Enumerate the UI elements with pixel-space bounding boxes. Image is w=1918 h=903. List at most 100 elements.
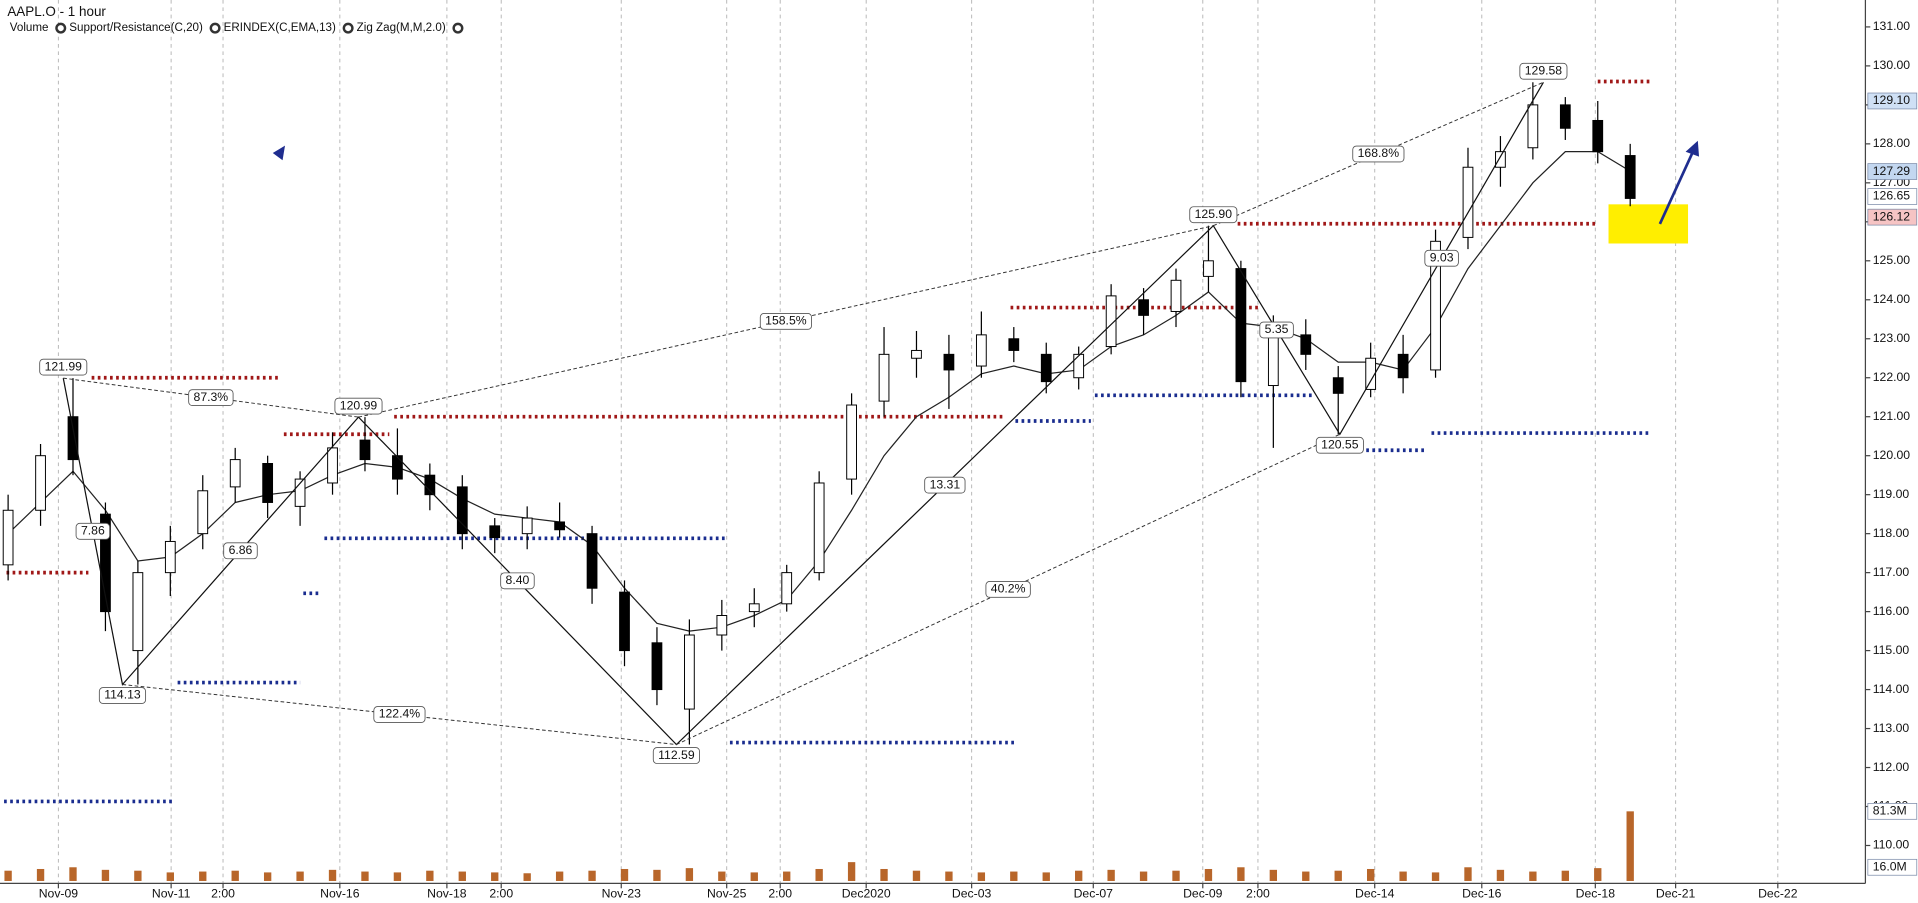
candle-body <box>359 439 371 461</box>
volume-bar <box>426 870 434 881</box>
price-marker-label: 127.29 <box>1873 164 1911 178</box>
y-tick-label: 131.00 <box>1873 19 1911 33</box>
swing-label-group: 7.86 <box>75 522 111 540</box>
volume-bar <box>685 868 694 881</box>
candle-body <box>521 517 533 535</box>
y-tick-label: 121.00 <box>1873 409 1911 423</box>
price-marker-label: 129.10 <box>1873 93 1911 107</box>
swing-label-group: 13.31 <box>924 476 966 494</box>
y-tick-label: 118.00 <box>1873 526 1910 540</box>
candle-body <box>1592 119 1604 153</box>
x-tick-label: Dec-18 <box>1576 887 1616 901</box>
volume-bar <box>945 871 953 881</box>
x-tick-label: Nov-23 <box>602 887 642 901</box>
volume-bar <box>69 867 77 881</box>
candle-body <box>67 416 79 461</box>
candle-body <box>1008 338 1020 351</box>
volume-bar <box>620 868 629 881</box>
candle-body <box>294 478 306 507</box>
volume-bar <box>653 869 661 881</box>
volume-marker <box>1867 803 1918 820</box>
volume-bar <box>166 872 174 881</box>
y-tick-label: 120.00 <box>1873 448 1911 462</box>
swing-label: 7.86 <box>81 524 105 538</box>
pivot-box <box>652 747 700 764</box>
candle-body <box>2 509 14 566</box>
candle-body <box>1527 104 1539 149</box>
pivot-group: 112.59 <box>652 747 700 764</box>
ratio-label: 158.5% <box>765 314 807 328</box>
x-tick-label: Dec-14 <box>1355 887 1395 901</box>
pivot-group: 120.55 <box>1315 436 1364 454</box>
x-tick-label: Nov-09 <box>39 887 79 901</box>
ratio-label-group: 168.8% <box>1352 145 1405 163</box>
volume-bar <box>912 870 921 881</box>
candle-body <box>1267 330 1279 387</box>
candle-body <box>1105 295 1117 348</box>
arrow-head <box>1685 140 1700 157</box>
volume-bar <box>1269 869 1278 881</box>
y-tick-label: 125.00 <box>1873 253 1911 267</box>
candle-body <box>1203 260 1214 277</box>
volume-bar <box>1496 869 1505 881</box>
x-tick-label: Nov-11 <box>152 887 191 901</box>
volume-bar <box>1302 871 1310 881</box>
ratio-label-box <box>985 581 1031 598</box>
gear-icon <box>452 22 464 34</box>
price-marker <box>1867 92 1918 110</box>
candle-body <box>262 463 274 503</box>
candle-body <box>1235 268 1247 383</box>
swing-label: 9.03 <box>1430 250 1454 264</box>
candle-body <box>1332 377 1344 394</box>
drawing-marker <box>272 145 286 161</box>
x-tick-label: Nov-18 <box>427 887 467 901</box>
candle-body <box>1495 151 1506 168</box>
y-tick-label: 114.00 <box>1873 682 1910 696</box>
price-marker-label: 126.12 <box>1873 209 1911 223</box>
volume-bar <box>1042 872 1050 881</box>
candle-body <box>684 634 695 710</box>
volume-bar <box>815 868 823 881</box>
candle-body <box>619 591 630 652</box>
candle-body <box>975 334 987 367</box>
candle-body <box>164 540 176 574</box>
volume-bar <box>361 871 369 881</box>
y-tick-label: 113.00 <box>1873 721 1910 735</box>
swing-label-box <box>924 476 966 494</box>
arrow-line <box>1658 151 1695 225</box>
gear-icon <box>209 22 221 34</box>
pivot-group: 129.58 <box>1519 62 1568 80</box>
swing-label-group: 6.86 <box>223 542 258 560</box>
axis-layer: Nov-09 Nov-11 2:00 Nov-16 Nov-18 2:00 Nov-23 No… <box>39 19 1918 901</box>
volume-bar <box>458 871 466 881</box>
swing-label: 5.35 <box>1265 322 1289 336</box>
candle-body <box>392 455 403 480</box>
volume-bar <box>1237 867 1245 881</box>
y-tick-label: 123.00 <box>1873 331 1911 345</box>
y-tick-label: 115.00 <box>1873 643 1910 657</box>
x-tick-label: Dec-09 <box>1183 887 1223 901</box>
candle-body <box>911 349 922 359</box>
candle-body <box>813 482 825 574</box>
volume-marker <box>1867 858 1918 876</box>
indicator-name: Zig Zag(M,M,2.0) <box>357 21 446 34</box>
volume-bar <box>555 871 564 881</box>
x-tick-label: Dec-16 <box>1462 887 1502 901</box>
ratio-label-group: 122.4% <box>373 706 426 723</box>
volume-bar <box>1107 869 1115 881</box>
swing-label: 13.31 <box>930 477 961 491</box>
ratio-label-group: 158.5% <box>759 313 812 330</box>
candle-body <box>1170 279 1182 312</box>
swing-label-group: 9.03 <box>1424 249 1459 267</box>
volume-bar <box>523 873 531 881</box>
candle-body <box>1365 357 1377 390</box>
pivot-label: 112.59 <box>658 748 695 762</box>
x-tick-label: 2:00 <box>489 887 513 901</box>
volume-bar <box>1561 870 1569 881</box>
volume-bar <box>1529 871 1537 881</box>
volume-bar <box>783 871 791 881</box>
candle-body <box>197 490 209 535</box>
y-tick-label: 130.00 <box>1873 58 1911 72</box>
pivot-label: 114.13 <box>104 688 141 702</box>
